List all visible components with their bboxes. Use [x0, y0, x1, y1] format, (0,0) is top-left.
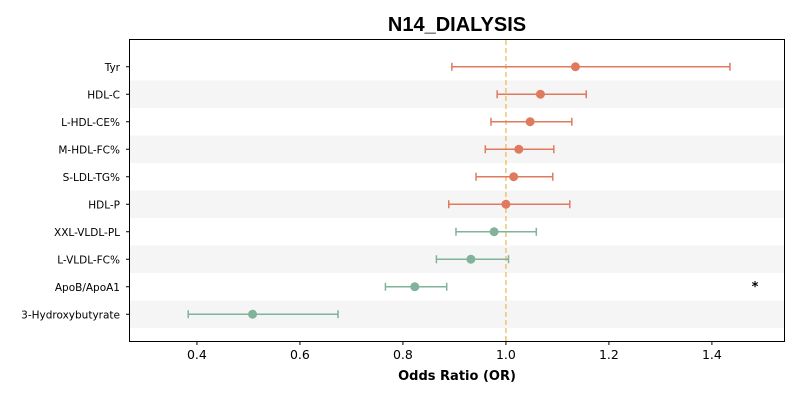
plot-frame — [129, 39, 785, 342]
y-tick-label: S-LDL-TG% — [63, 172, 120, 184]
estimate-9 — [384, 282, 448, 292]
y-tick-label: L-VLDL-FC% — [57, 254, 120, 266]
or-point — [248, 309, 258, 319]
estimate-4 — [484, 144, 555, 154]
x-tick-label: 1.0 — [496, 347, 516, 362]
x-tick-label: 0.4 — [187, 347, 207, 362]
estimate-2 — [496, 89, 588, 99]
or-point — [466, 254, 476, 264]
estimate-3 — [490, 117, 573, 127]
estimate-1 — [451, 62, 731, 72]
row-stripe — [130, 135, 784, 163]
row-stripe — [130, 80, 784, 108]
or-point — [410, 282, 420, 292]
or-point — [509, 172, 519, 182]
or-point — [514, 144, 524, 154]
y-tick-label: HDL-C — [87, 89, 120, 101]
y-tick-label: HDL-P — [88, 199, 120, 211]
y-tick-label: M-HDL-FC% — [58, 144, 120, 156]
y-tick-label: XXL-VLDL-PL — [54, 227, 120, 239]
y-tick-label: L-HDL-CE% — [61, 117, 120, 129]
x-tick-label: 0.8 — [393, 347, 413, 362]
estimate-marks: * — [187, 62, 759, 319]
x-tick-label: 1.2 — [599, 347, 619, 362]
or-point — [535, 89, 545, 99]
estimate-7 — [455, 227, 538, 237]
x-axis: 0.4 0.6 0.8 1.0 1.2 1.4 — [187, 341, 722, 362]
chart-title: N14_DIALYSIS — [388, 14, 526, 36]
y-tick-label: 3-Hydroxybutyrate — [21, 309, 120, 321]
significance-marker: * — [752, 280, 759, 295]
x-axis-label: Odds Ratio (OR) — [398, 369, 516, 384]
or-point — [525, 117, 535, 127]
x-tick-label: 1.4 — [702, 347, 722, 362]
y-tick-label: Tyr — [104, 62, 121, 74]
estimate-5 — [475, 172, 554, 182]
estimate-8 — [435, 254, 510, 264]
y-axis: Tyr HDL-C L-HDL-CE% M-HDL-FC% S-LDL-TG% HDL-P… — [21, 62, 130, 321]
y-tick-label: ApoB/ApoA1 — [55, 282, 120, 294]
estimate-6 — [448, 199, 571, 209]
x-tick-label: 0.6 — [290, 347, 310, 362]
or-point — [489, 227, 499, 237]
or-point — [501, 199, 511, 209]
or-point — [570, 62, 580, 72]
estimate-10 — [187, 309, 339, 319]
